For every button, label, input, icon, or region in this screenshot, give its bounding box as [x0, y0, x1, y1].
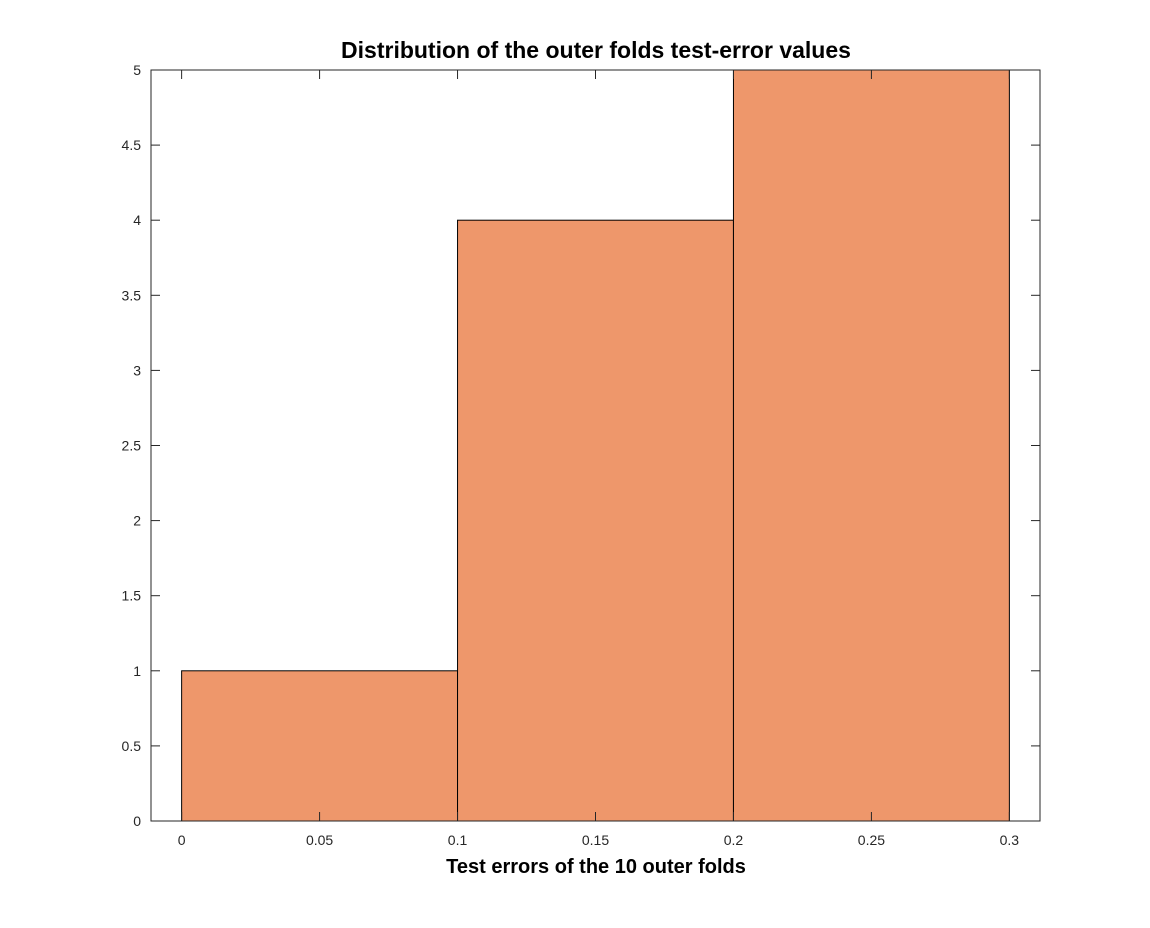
x-tick-label: 0.1 [448, 832, 468, 848]
labels-layer: 0 0.05 0.1 0.15 0.2 0.25 0.3 0 0.5 1 1.5 2 2.5 3 3.5 4 4… [122, 62, 1020, 848]
y-tick-label: 2.5 [122, 438, 142, 454]
y-tick-label: 0 [133, 813, 141, 829]
y-tick-label: 4 [133, 212, 141, 228]
y-tick-label: 3.5 [122, 287, 142, 303]
y-tick-label: 5 [133, 62, 141, 78]
y-tick-label: 1 [133, 663, 141, 679]
y-tick-label: 0.5 [122, 738, 142, 754]
x-tick-label: 0 [178, 832, 186, 848]
x-tick-label: 0.3 [1000, 832, 1020, 848]
histogram-bar [732, 69, 1010, 822]
histogram-bar [457, 219, 734, 822]
x-tick-label: 0.25 [858, 832, 885, 848]
y-tick-label: 4.5 [122, 137, 142, 153]
ticks-layer [151, 69, 1040, 822]
chart-title: Distribution of the outer folds test-err… [341, 37, 851, 63]
x-tick-label: 0.05 [306, 832, 333, 848]
histogram-bar [181, 670, 459, 822]
x-tick-label: 0.2 [724, 832, 744, 848]
bars-layer [181, 69, 1010, 822]
y-tick-label: 3 [133, 362, 141, 378]
y-tick-label: 2 [133, 513, 141, 529]
y-tick-label: 1.5 [122, 588, 142, 604]
x-tick-label: 0.15 [582, 832, 609, 848]
x-axis-label: Test errors of the 10 outer folds [446, 856, 746, 878]
